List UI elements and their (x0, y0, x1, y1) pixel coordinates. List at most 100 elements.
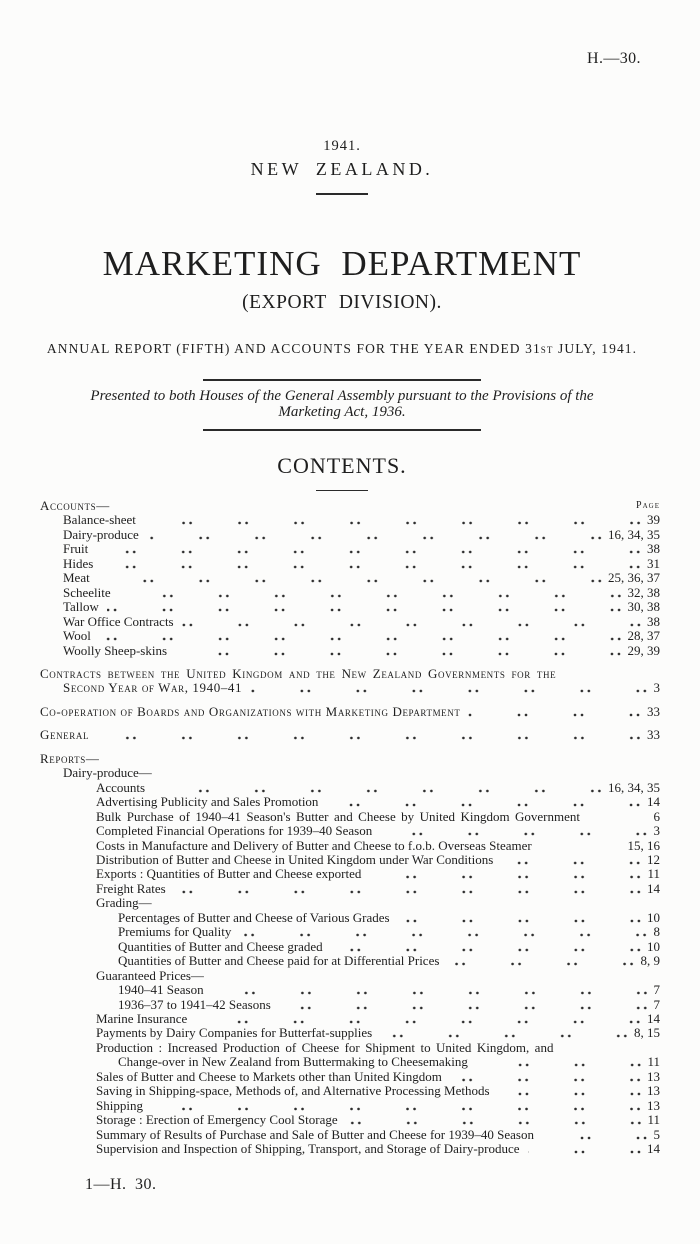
toc-entry-label: Balance-sheet (63, 512, 136, 528)
year-line: 1941. (323, 138, 361, 154)
toc-entry-page: 39 (647, 512, 660, 528)
toc-entry-page: 11 (647, 1054, 660, 1070)
toc-row: Advertising Publicity and Sales Promotio… (40, 794, 660, 810)
dot-leader (101, 556, 641, 572)
dot-leader (447, 954, 635, 969)
toc-entry-page: 7 (653, 982, 661, 998)
toc-row: Fruit 38 (40, 541, 660, 557)
dot-leader (181, 614, 641, 630)
toc-row: Saving in Shipping-space, Methods of, an… (40, 1083, 660, 1099)
toc-group-heading: Guaranteed Prices— (96, 967, 204, 983)
dot-leader (278, 997, 648, 1012)
toc-row: Freight Rates 14 (40, 880, 660, 897)
footer-imprint: 1—H. 30. (85, 1176, 157, 1194)
toc-entry-label: Second Year of War, 1940–41 (63, 680, 243, 696)
presented-line-2: Marketing Act, 1936. (278, 404, 406, 420)
dot-leader (345, 1113, 642, 1128)
dot-leader (195, 1011, 641, 1027)
toc-entry-label: War Office Contracts (63, 613, 174, 629)
toc-entry-label: Exports : Quantities of Butter and Chees… (96, 866, 362, 882)
toc-entry-label: Percentages of Butter and Cheese of Vari… (118, 909, 390, 925)
dot-leader (211, 983, 648, 998)
dot-leader (527, 1142, 641, 1157)
dot-leader (497, 1084, 641, 1099)
toc-row: Co-operation of Boards and Organizations… (40, 703, 660, 720)
toc-entry-label: Contracts between the United Kingdom and… (40, 665, 557, 681)
divider-short (316, 193, 368, 195)
dot-leader (150, 1098, 641, 1114)
toc-entry-page: 14 (647, 880, 660, 896)
toc-entry-page: 33 (647, 703, 660, 719)
toc-row: Guaranteed Prices— (40, 967, 660, 983)
toc-section-heading-reports: Reports— (40, 750, 100, 766)
toc-entry-label: Tallow (63, 599, 99, 615)
toc-entry-page: 11 (647, 1112, 660, 1128)
toc-row: Hides 31 (40, 555, 660, 572)
toc-entry-label: Wool (63, 628, 91, 644)
toc-entry-page: 6 (653, 808, 661, 824)
dot-leader (380, 1026, 628, 1041)
spacer (110, 499, 636, 513)
toc-entry-label: 1940–41 Season (118, 982, 204, 998)
toc-row: Quantities of Butter and Cheese graded 1… (40, 939, 660, 955)
dot-leader (369, 867, 642, 882)
annual-report-line: ANNUAL REPORT (FIFTH) AND ACCOUNTS FOR T… (46, 341, 638, 356)
dot-leader (588, 810, 648, 824)
toc-entry-page: 3 (653, 823, 661, 839)
toc-row: 1940–41 Season 7 (40, 982, 661, 998)
table-of-contents: Accounts— Page Balance-sheet 39 Dairy-pr… (40, 498, 661, 1194)
toc-entry-label: Scheelite (63, 584, 111, 600)
toc-group-heading: Grading— (96, 895, 152, 911)
dot-leader (540, 839, 622, 853)
toc-row: Second Year of War, 1940–41 3 (40, 680, 661, 696)
toc-entry-label: Storage : Erection of Emergency Cool Sto… (96, 1112, 338, 1128)
toc-row: Premiums for Quality 8 (40, 924, 661, 940)
toc-row: Dairy-produce— (40, 765, 660, 780)
toc-entry-label: Distribution of Butter and Cheese in Uni… (96, 851, 494, 867)
dot-leader (153, 780, 602, 796)
toc-entry-label: Production : Increased Production of Che… (96, 1039, 554, 1055)
toc-entry-page: 38 (647, 541, 660, 557)
toc-entry-page: 12 (647, 851, 660, 867)
toc-row: Dairy-produce 16, 34, 35 (40, 526, 660, 543)
toc-entry-label: Shipping (96, 1097, 143, 1113)
toc-entry-label: 1936–37 to 1941–42 Seasons (118, 996, 271, 1012)
toc-row: Costs in Manufacture and Delivery of But… (40, 837, 660, 853)
dot-leader (380, 824, 648, 839)
toc-section-header-row: Reports— (40, 750, 660, 766)
toc-entry-page: 29, 39 (627, 642, 661, 658)
toc-entry-page: 3 (653, 680, 661, 696)
report-subtitle: (EXPORT DIVISION). (242, 292, 442, 313)
dot-leader (118, 585, 622, 601)
document-header: 1941. NEW ZEALAND. MARKETING DEPARTMENT … (0, 0, 684, 491)
toc-row: Summary of Results of Purchase and Sale … (40, 1127, 660, 1143)
toc-row: Marine Insurance 14 (40, 1011, 660, 1027)
toc-row: Production : Increased Production of Che… (40, 1039, 660, 1055)
toc-entry-page: 13 (647, 1097, 660, 1113)
toc-entry-label: Fruit (63, 541, 89, 557)
toc-entry-label: Accounts (96, 779, 146, 795)
toc-row: Distribution of Butter and Cheese in Uni… (40, 851, 660, 868)
toc-entry-page: 31 (647, 555, 660, 571)
toc-entry-label: General (40, 727, 90, 743)
toc-entry-label: Costs in Manufacture and Delivery of But… (96, 837, 532, 853)
toc-entry-page: 38 (647, 613, 660, 629)
toc-entry-page: 16, 34, 35 (608, 779, 660, 795)
toc-entry-page: 11 (647, 866, 660, 882)
toc-entry-label: Bulk Purchase of 1940–41 Season's Butter… (96, 808, 580, 824)
divider-medium-bottom (203, 429, 481, 431)
report-title: MARKETING DEPARTMENT (102, 244, 582, 283)
dot-leader (106, 600, 622, 615)
toc-entry-label: Hides (63, 555, 94, 571)
toc-entry-page: 8 (653, 924, 661, 940)
dot-leader (330, 939, 641, 955)
divider-medium-top (203, 379, 481, 381)
dot-leader (475, 1055, 642, 1070)
toc-entry-page: 28, 37 (627, 628, 661, 644)
toc-entry-label: Premiums for Quality (118, 924, 232, 940)
toc-row: Percentages of Butter and Cheese of Vari… (40, 909, 660, 926)
dot-leader (97, 571, 602, 586)
toc-entry-label: Dairy-produce (63, 526, 139, 542)
dot-leader (326, 795, 641, 810)
toc-entry-page: 14 (647, 794, 660, 810)
